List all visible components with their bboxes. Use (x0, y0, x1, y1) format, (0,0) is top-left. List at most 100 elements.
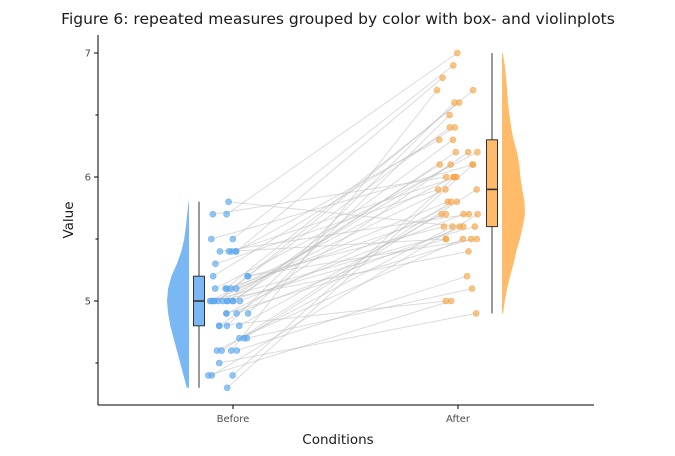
point-after (447, 161, 455, 168)
point-before (223, 384, 231, 392)
point-after (436, 161, 444, 168)
pair-line (239, 213, 464, 302)
point-before (244, 310, 252, 317)
plot-area (167, 49, 525, 392)
point-after (473, 235, 481, 243)
pair-line (247, 114, 450, 314)
pair-line (232, 151, 456, 302)
point-after (474, 148, 481, 156)
point-after (460, 210, 467, 218)
point-before (223, 297, 231, 305)
point-before (229, 372, 236, 379)
point-before (208, 235, 215, 243)
point-before (236, 334, 243, 342)
point-after (464, 148, 472, 156)
point-after (459, 235, 467, 243)
point-before (229, 297, 236, 305)
point-after (446, 111, 453, 119)
point-before (209, 210, 217, 218)
x-axis-title: Conditions (302, 432, 373, 448)
point-after (439, 74, 446, 82)
point-before (235, 322, 243, 330)
point-before (225, 198, 232, 206)
y-axis-title: Value (61, 201, 77, 238)
point-before (206, 297, 214, 305)
pair-line (236, 201, 448, 290)
pair-line (230, 126, 451, 290)
pair-line (226, 164, 441, 302)
point-after (447, 198, 455, 206)
point-before (215, 359, 223, 367)
violins (167, 53, 525, 388)
point-before (212, 260, 219, 268)
x-tick-label-before: Before (217, 414, 250, 425)
point-after (438, 210, 445, 218)
point-after (440, 223, 448, 230)
point-after (471, 223, 479, 230)
pair-line (208, 300, 452, 376)
point-before (211, 285, 219, 292)
point-after (467, 235, 475, 243)
point-after (469, 86, 477, 94)
point-after (472, 310, 480, 317)
data-points (205, 49, 481, 392)
y-tick-label: 5 (85, 297, 91, 308)
point-before (227, 285, 235, 292)
point-after (449, 62, 457, 69)
pair-line (235, 77, 443, 252)
pair-line (246, 288, 473, 339)
pair-line (226, 238, 472, 314)
point-after (473, 186, 481, 193)
point-before (228, 347, 235, 354)
pair-line (230, 89, 438, 351)
boxplots (193, 53, 498, 388)
pair-line (216, 226, 453, 352)
x-tick-label-after: After (446, 414, 471, 425)
point-after (452, 148, 460, 156)
point-after (469, 161, 476, 168)
pair-line (232, 65, 454, 240)
point-after (453, 198, 461, 206)
point-after (433, 86, 441, 94)
box-after (486, 139, 498, 228)
pair-lines (208, 52, 478, 389)
point-before (244, 272, 252, 280)
point-after (449, 223, 456, 230)
point-before (233, 310, 240, 317)
pair-line (236, 275, 468, 352)
point-before (236, 297, 244, 305)
pair-line (226, 52, 458, 215)
point-before (216, 322, 223, 330)
point-before (228, 248, 235, 255)
point-before (223, 210, 230, 218)
point-before (209, 272, 217, 280)
violin-after (502, 53, 525, 314)
pair-line (232, 176, 455, 376)
point-before (229, 235, 237, 243)
point-after (453, 49, 461, 57)
point-before (223, 310, 230, 317)
point-before (216, 248, 224, 255)
chart-title: Figure 6: repeated measures grouped by c… (61, 10, 615, 28)
y-axis-ticks: 5 6 7 (85, 49, 98, 364)
pair-line (213, 188, 446, 302)
point-after (442, 173, 450, 181)
point-before (213, 347, 221, 354)
pair-line (209, 176, 454, 302)
pair-line (226, 213, 446, 290)
point-after (465, 248, 472, 255)
y-tick-label: 7 (85, 49, 91, 60)
point-after (468, 285, 476, 292)
pair-line (219, 312, 477, 364)
point-after (446, 124, 454, 131)
point-after (449, 136, 457, 144)
violin-before (167, 201, 189, 388)
y-tick-label: 6 (85, 173, 91, 184)
pair-line (243, 188, 477, 339)
point-after (434, 186, 442, 193)
point-after (442, 186, 449, 193)
point-after (435, 136, 443, 144)
point-before (243, 334, 251, 342)
point-after (451, 99, 458, 106)
